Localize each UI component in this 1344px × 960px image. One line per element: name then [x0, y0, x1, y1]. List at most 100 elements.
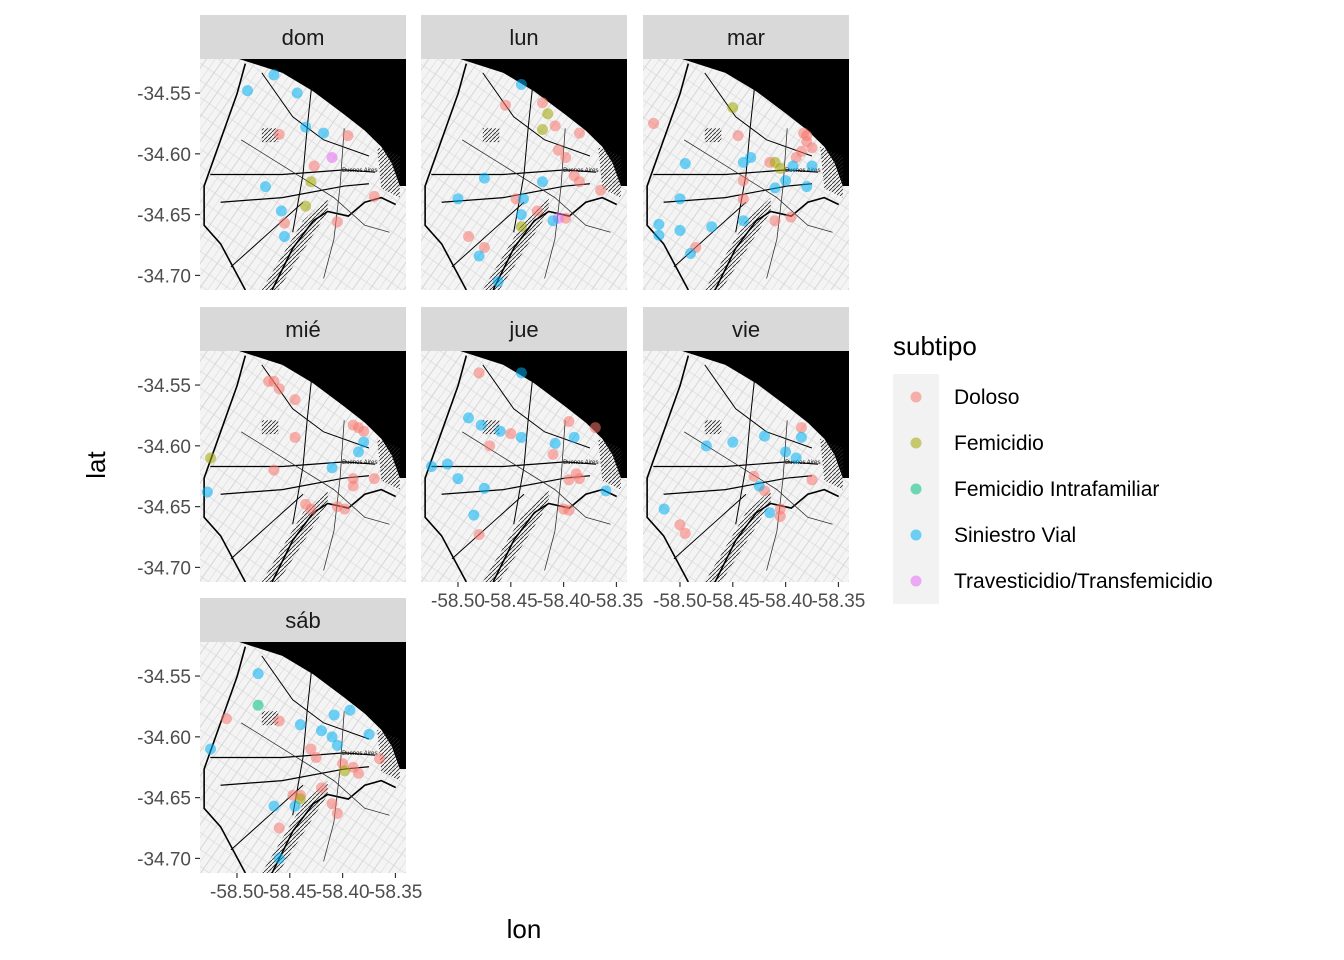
data-point: [205, 452, 217, 464]
data-point: [505, 428, 517, 440]
data-point: [600, 485, 612, 497]
map-city-label: Buenos Aires: [785, 168, 820, 174]
legend-key: [910, 529, 922, 541]
data-point: [780, 446, 792, 458]
legend-key: [910, 391, 922, 403]
data-point: [289, 800, 301, 812]
data-point: [517, 193, 529, 205]
points: [201, 375, 380, 515]
data-point: [515, 367, 527, 379]
data-point: [268, 69, 280, 81]
facet-strip-label: lun: [509, 25, 538, 50]
data-point: [536, 176, 548, 188]
data-point: [547, 215, 559, 227]
data-point: [273, 715, 285, 727]
facet-strip: [421, 307, 627, 351]
points: [426, 367, 612, 541]
data-point: [653, 229, 665, 241]
data-point: [515, 431, 527, 443]
legend-entry: Doloso: [910, 386, 1019, 409]
data-point: [252, 668, 264, 680]
data-point: [549, 437, 561, 449]
data-point: [727, 436, 739, 448]
data-point: [344, 704, 356, 716]
data-point: [795, 431, 807, 443]
legend-label: Siniestro Vial: [954, 524, 1076, 547]
points: [648, 102, 818, 260]
data-point: [573, 473, 585, 485]
legend-entry: Travesticidio/Transfemicidio: [910, 570, 1213, 593]
data-point: [737, 175, 749, 187]
data-point: [352, 446, 364, 458]
data-point: [315, 782, 327, 794]
data-point: [326, 798, 338, 810]
data-point: [463, 231, 475, 243]
y-tick-label: -34.60: [137, 437, 191, 458]
data-point: [441, 458, 453, 470]
facet-strip-label: mar: [727, 25, 765, 50]
data-point: [531, 205, 543, 217]
data-point: [452, 473, 464, 485]
data-point: [363, 728, 375, 740]
data-point: [279, 231, 291, 243]
data-point: [463, 412, 475, 424]
data-point: [273, 383, 285, 395]
facet-strip-label: sáb: [285, 608, 320, 633]
y-tick-label: -34.70: [137, 266, 191, 287]
data-point: [547, 448, 559, 460]
data-point: [305, 503, 317, 515]
data-point: [339, 503, 351, 515]
points: [452, 79, 607, 287]
data-point: [201, 486, 213, 498]
legend-key: [910, 437, 922, 449]
data-point: [358, 436, 370, 448]
data-point: [806, 142, 818, 154]
data-point: [318, 127, 330, 139]
data-point: [573, 176, 585, 188]
legend-entry: Femicidio Intrafamiliar: [910, 478, 1159, 501]
x-tick-label: -58.35: [368, 882, 422, 903]
data-point: [326, 731, 338, 743]
data-point: [339, 765, 351, 777]
data-point: [785, 211, 797, 223]
data-point: [368, 190, 380, 202]
data-point: [492, 275, 504, 287]
y-tick-label: -34.70: [137, 558, 191, 579]
data-point: [560, 151, 572, 163]
legend-title: subtipo: [893, 331, 977, 361]
data-point: [273, 128, 285, 140]
map-city-label: Buenos Aires: [563, 168, 598, 174]
data-point: [273, 852, 285, 864]
data-point: [748, 470, 760, 482]
data-point: [542, 108, 554, 120]
x-tick-label: -58.50: [653, 591, 707, 612]
x-tick-label: -58.40: [316, 882, 370, 903]
facet-strip: [200, 15, 406, 59]
x-tick-label: -58.45: [706, 591, 760, 612]
data-point: [289, 431, 301, 443]
data-point: [494, 425, 506, 437]
data-point: [273, 822, 285, 834]
data-point: [289, 394, 301, 406]
facet-strip: [200, 598, 406, 642]
map-city-label: Buenos Aires: [342, 460, 377, 466]
basemap: Buenos Aires: [200, 351, 406, 582]
y-tick-label: -34.70: [137, 849, 191, 870]
y-tick-label: -34.55: [137, 376, 191, 397]
data-point: [737, 215, 749, 227]
data-point: [806, 474, 818, 486]
data-point: [358, 425, 370, 437]
basemap: Buenos Aires: [643, 59, 849, 290]
facet-strip: [421, 15, 627, 59]
data-point: [648, 117, 660, 129]
data-point: [780, 175, 792, 187]
data-point: [787, 160, 799, 172]
data-point: [291, 87, 303, 99]
x-tick-label: -58.50: [210, 882, 264, 903]
data-point: [220, 713, 232, 725]
data-point: [328, 709, 340, 721]
facet-strip: [643, 307, 849, 351]
data-point: [568, 431, 580, 443]
map-city-label: Buenos Aires: [342, 168, 377, 174]
